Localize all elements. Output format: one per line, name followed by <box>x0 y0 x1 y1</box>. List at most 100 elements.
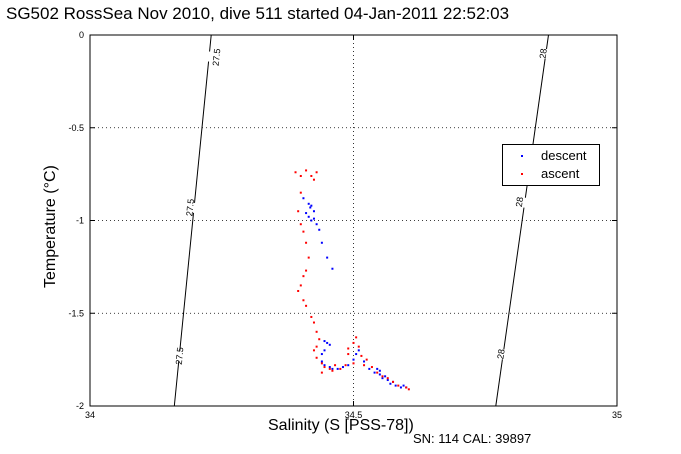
descent-point <box>310 219 313 222</box>
ascent-point <box>405 386 408 389</box>
descent-point <box>310 204 313 207</box>
legend-marker-ascent <box>521 173 523 175</box>
ascent-point <box>312 321 315 324</box>
ascent-point <box>407 388 410 391</box>
descent-point <box>315 223 318 226</box>
x-tick-label: 34 <box>85 410 95 420</box>
descent-point <box>386 379 389 382</box>
ascent-point <box>328 367 331 370</box>
descent-point <box>320 360 323 363</box>
descent-point <box>357 349 360 352</box>
descent-point <box>320 353 323 356</box>
descent-point <box>399 386 402 389</box>
legend-marker-descent <box>521 155 523 157</box>
descent-point <box>336 367 339 370</box>
descent-point <box>355 353 358 356</box>
ascent-point <box>307 256 310 259</box>
ascent-point <box>352 362 355 365</box>
descent-point <box>376 367 379 370</box>
contour-label: 27.5 <box>184 198 196 216</box>
legend: descent ascent <box>502 144 600 186</box>
ascent-point <box>363 364 366 367</box>
descent-point <box>328 343 331 346</box>
descent-point <box>323 364 326 367</box>
descent-point <box>312 217 315 220</box>
descent-point <box>384 375 387 378</box>
ascent-point <box>297 289 300 292</box>
density-contour-line <box>173 34 212 407</box>
descent-point <box>378 373 381 376</box>
ascent-point <box>357 345 360 348</box>
y-tick-label: -0.5 <box>68 123 84 133</box>
ascent-point <box>352 341 355 344</box>
ascent-point <box>315 345 318 348</box>
ascent-point <box>347 353 350 356</box>
ascent-point <box>302 299 305 302</box>
descent-point <box>347 364 350 367</box>
descent-point <box>323 349 326 352</box>
ascent-point <box>302 230 305 233</box>
y-axis-label: Temperature (°C) <box>42 165 59 288</box>
ascent-point <box>344 364 347 367</box>
ascent-point <box>392 380 395 383</box>
x-tick-label: 35 <box>612 410 622 420</box>
ascent-point <box>312 178 315 181</box>
ascent-point <box>297 210 300 213</box>
ascent-point <box>397 384 400 387</box>
ascent-point <box>302 275 305 278</box>
descent-point <box>328 366 331 369</box>
ascent-point <box>355 336 358 339</box>
descent-point <box>318 228 321 231</box>
ascent-point <box>315 171 318 174</box>
ascent-point <box>310 315 313 318</box>
contour-label: 28 <box>538 48 549 59</box>
axes-frame <box>89 34 618 407</box>
descent-point <box>320 241 323 244</box>
descent-point <box>341 366 344 369</box>
descent-point <box>312 210 315 213</box>
ascent-point <box>305 269 308 272</box>
legend-label-descent: descent <box>541 148 587 163</box>
descent-point <box>305 212 308 215</box>
ascent-point <box>320 371 323 374</box>
ascent-point <box>305 169 308 172</box>
contour-label-bg <box>491 347 511 361</box>
contour-label-bg <box>509 195 530 209</box>
contour-label: 27.5 <box>174 347 186 365</box>
x-tick-label: 34.5 <box>345 410 363 420</box>
y-tick-label: -1.5 <box>68 308 84 318</box>
ascent-point <box>318 338 321 341</box>
descent-point <box>302 197 305 200</box>
descent-point <box>326 341 329 344</box>
ascent-point <box>310 174 313 177</box>
descent-point <box>394 384 397 387</box>
ascent-point <box>305 241 308 244</box>
descent-point <box>402 384 405 387</box>
ascent-point <box>334 364 337 367</box>
legend-label-ascent: ascent <box>541 166 580 181</box>
legend-entry-ascent: ascent <box>503 165 599 183</box>
descent-point <box>307 202 310 205</box>
contour-label-bg <box>207 51 226 64</box>
y-tick-label: -1 <box>76 216 84 226</box>
ascent-point <box>381 375 384 378</box>
descent-point <box>331 367 334 370</box>
descent-point <box>331 267 334 270</box>
descent-point <box>378 369 381 372</box>
descent-point <box>307 215 310 218</box>
contour-label-bg <box>180 201 200 214</box>
descent-point <box>363 360 366 363</box>
ascent-point <box>299 174 302 177</box>
contour-label-bg <box>170 350 190 362</box>
ascent-point <box>347 347 350 350</box>
legend-entry-descent: descent <box>503 147 599 165</box>
ascent-point <box>312 349 315 352</box>
ascent-point <box>299 191 302 194</box>
descent-point <box>309 206 312 209</box>
descent-point <box>326 256 329 259</box>
descent-point <box>323 340 326 343</box>
ascent-point <box>299 284 302 287</box>
ascent-point <box>331 369 334 372</box>
ascent-point <box>315 330 318 333</box>
